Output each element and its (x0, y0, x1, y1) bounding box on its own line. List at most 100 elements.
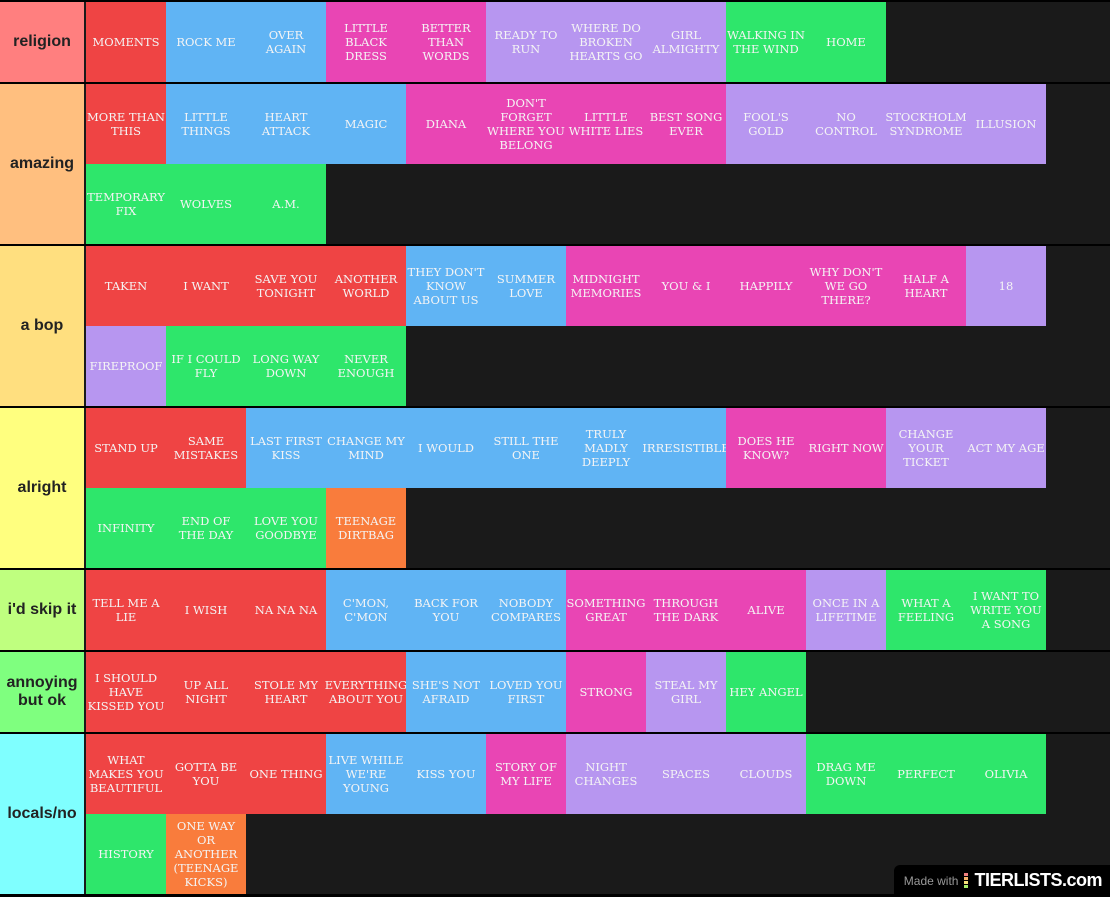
tier-item[interactable]: I WOULD (406, 408, 486, 488)
tier-item[interactable]: I WISH (166, 570, 246, 650)
tier-item[interactable]: STRONG (566, 652, 646, 732)
tier-item[interactable]: IRRESISTIBLE (642, 408, 730, 488)
tier-item[interactable]: ONE WAY OR ANOTHER (TEENAGE KICKS) (166, 814, 246, 894)
tier-item[interactable]: READY TO RUN (486, 2, 566, 82)
tier-item[interactable]: NOBODY COMPARES (486, 570, 566, 650)
tier-item[interactable]: STEAL MY GIRL (646, 652, 726, 732)
tier-item[interactable]: LITTLE THINGS (166, 84, 246, 164)
tier-item[interactable]: NO CONTROL (806, 84, 886, 164)
tier-label[interactable]: i'd skip it (0, 570, 84, 650)
tier-item[interactable]: KISS YOU (406, 734, 486, 814)
tier-item[interactable]: PERFECT (886, 734, 966, 814)
tier-item[interactable]: TAKEN (86, 246, 166, 326)
tier-item[interactable]: SAVE YOU TONIGHT (246, 246, 326, 326)
tier-item[interactable]: BACK FOR YOU (406, 570, 486, 650)
tier-item[interactable]: NEVER ENOUGH (326, 326, 406, 406)
tier-item[interactable]: HAPPILY (726, 246, 806, 326)
tier-item[interactable]: END OF THE DAY (166, 488, 246, 568)
tier-item[interactable]: EVERYTHING ABOUT YOU (325, 652, 407, 732)
tier-item[interactable]: WHERE DO BROKEN HEARTS GO (566, 2, 646, 82)
tier-item[interactable]: CHANGE MY MIND (326, 408, 406, 488)
tier-item[interactable]: IF I COULD FLY (166, 326, 246, 406)
tier-item[interactable]: ONE THING (246, 734, 326, 814)
tier-item[interactable]: CLOUDS (726, 734, 806, 814)
tier-item[interactable]: ALIVE (726, 570, 806, 650)
tier-item[interactable]: MORE THAN THIS (86, 84, 166, 164)
tier-item[interactable]: LAST FIRST KISS (246, 408, 326, 488)
tier-item[interactable]: ROCK ME (166, 2, 246, 82)
tier-item[interactable]: LITTLE BLACK DRESS (326, 2, 406, 82)
tier-item[interactable]: HOME (806, 2, 886, 82)
tier-item[interactable]: FIREPROOF (86, 326, 166, 406)
tier-item[interactable]: ANOTHER WORLD (326, 246, 406, 326)
tier-item[interactable]: STOCKHOLM SYNDROME (885, 84, 967, 164)
tier-item[interactable]: WALKING IN THE WIND (726, 2, 806, 82)
tier-item[interactable]: SHE'S NOT AFRAID (406, 652, 486, 732)
tier-item[interactable]: STOLE MY HEART (246, 652, 326, 732)
tier-item[interactable]: WHY DON'T WE GO THERE? (806, 246, 886, 326)
tier-item[interactable]: BETTER THAN WORDS (406, 2, 486, 82)
tier-item[interactable]: TELL ME A LIE (86, 570, 166, 650)
tier-item[interactable]: A.M. (246, 164, 326, 244)
tier-item[interactable]: OLIVIA (966, 734, 1046, 814)
tier-item[interactable]: SOMETHING GREAT (566, 570, 646, 650)
tier-item[interactable]: MAGIC (326, 84, 406, 164)
tier-label[interactable]: annoying but ok (0, 652, 84, 732)
tier-item[interactable]: RIGHT NOW (806, 408, 886, 488)
tier-item[interactable]: STILL THE ONE (486, 408, 566, 488)
tier-item[interactable]: STAND UP (86, 408, 166, 488)
tier-item[interactable]: TEMPORARY FIX (86, 164, 166, 244)
tier-item[interactable]: MOMENTS (86, 2, 166, 82)
tier-item[interactable]: HISTORY (86, 814, 166, 894)
tier-item[interactable]: ILLUSION (966, 84, 1046, 164)
tier-item[interactable]: I WANT (166, 246, 246, 326)
tier-item[interactable]: GIRL ALMIGHTY (646, 2, 726, 82)
watermark[interactable]: Made with TIERLISTS.com (893, 865, 1110, 897)
tier-item[interactable]: HALF A HEART (886, 246, 966, 326)
tier-label[interactable]: religion (0, 2, 84, 82)
tier-item[interactable]: DIANA (406, 84, 486, 164)
tier-item[interactable]: DON'T FORGET WHERE YOU BELONG (486, 84, 566, 164)
tier-item[interactable]: DOES HE KNOW? (726, 408, 806, 488)
tier-label[interactable]: locals/no (0, 734, 84, 894)
tier-item[interactable]: FOOL'S GOLD (726, 84, 806, 164)
tier-item[interactable]: GOTTA BE YOU (166, 734, 246, 814)
tier-item[interactable]: MIDNIGHT MEMORIES (566, 246, 646, 326)
tier-item[interactable]: LIVE WHILE WE'RE YOUNG (326, 734, 406, 814)
tier-item[interactable]: NIGHT CHANGES (566, 734, 646, 814)
tier-item[interactable]: STORY OF MY LIFE (486, 734, 566, 814)
tier-item[interactable]: WHAT A FEELING (886, 570, 966, 650)
tier-item[interactable]: HEY ANGEL (726, 652, 806, 732)
tier-item[interactable]: HEART ATTACK (246, 84, 326, 164)
tier-item[interactable]: INFINITY (86, 488, 166, 568)
tier-item[interactable]: YOU & I (646, 246, 726, 326)
tier-item[interactable]: LOVE YOU GOODBYE (246, 488, 326, 568)
tier-item[interactable]: LITTLE WHITE LIES (566, 84, 646, 164)
tier-item[interactable]: WOLVES (166, 164, 246, 244)
tier-item[interactable]: THEY DON'T KNOW ABOUT US (406, 246, 486, 326)
tier-item[interactable]: THROUGH THE DARK (646, 570, 726, 650)
tier-item[interactable]: CHANGE YOUR TICKET (886, 408, 966, 488)
tier-item[interactable]: SPACES (646, 734, 726, 814)
tier-item[interactable]: C'MON, C'MON (326, 570, 406, 650)
tier-item[interactable]: DRAG ME DOWN (806, 734, 886, 814)
tier-item[interactable]: LOVED YOU FIRST (486, 652, 566, 732)
tier-item[interactable]: OVER AGAIN (246, 2, 326, 82)
tier-item[interactable]: LONG WAY DOWN (246, 326, 326, 406)
tier-item[interactable]: WHAT MAKES YOU BEAUTIFUL (86, 734, 166, 814)
tier-item[interactable]: TEENAGE DIRTBAG (326, 488, 406, 568)
tier-item[interactable]: TRULY MADLY DEEPLY (566, 408, 646, 488)
tier-item[interactable]: UP ALL NIGHT (166, 652, 246, 732)
tier-item[interactable]: 18 (966, 246, 1046, 326)
tier-item[interactable]: SAME MISTAKES (166, 408, 246, 488)
tier-item[interactable]: ACT MY AGE (966, 408, 1046, 488)
tier-item[interactable]: I SHOULD HAVE KISSED YOU (86, 652, 166, 732)
tier-label[interactable]: a bop (0, 246, 84, 406)
tier-item[interactable]: BEST SONG EVER (646, 84, 726, 164)
tier-item[interactable]: I WANT TO WRITE YOU A SONG (966, 570, 1046, 650)
tier-label[interactable]: alright (0, 408, 84, 568)
tier-item[interactable]: NA NA NA (246, 570, 326, 650)
tier-label[interactable]: amazing (0, 84, 84, 244)
tier-item[interactable]: ONCE IN A LIFETIME (806, 570, 886, 650)
tier-item[interactable]: SUMMER LOVE (486, 246, 566, 326)
